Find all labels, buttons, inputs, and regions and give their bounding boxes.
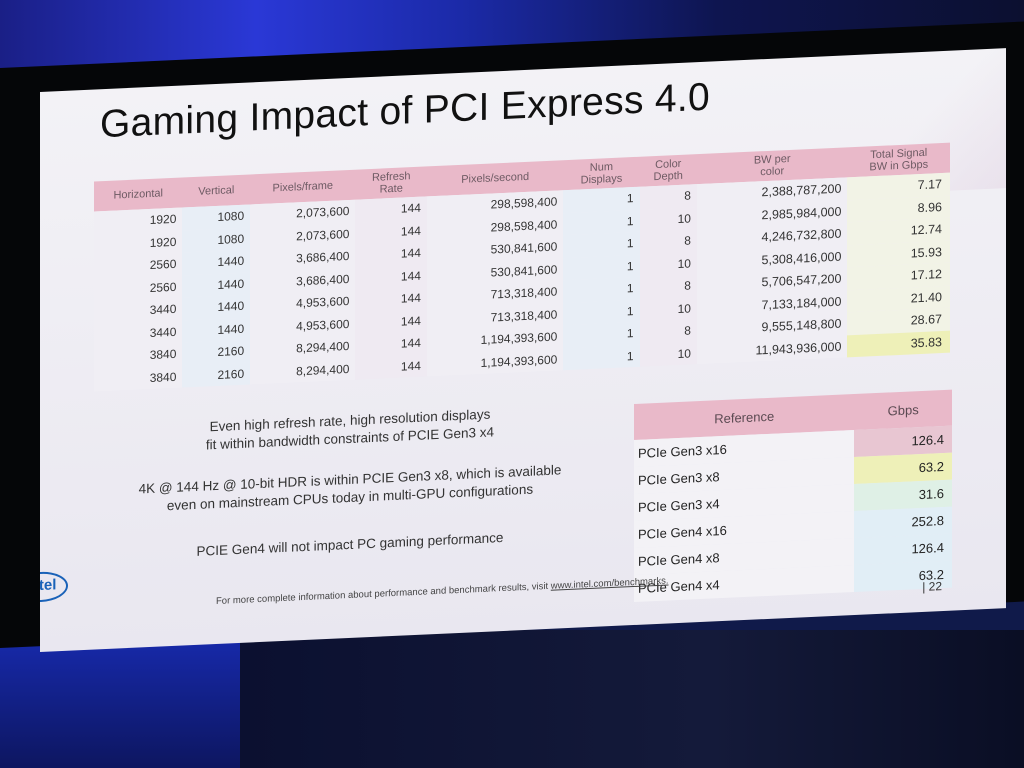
bandwidth-table: Horizontal Vertical Pixels/frame Refresh… (94, 142, 950, 392)
header-label: Depth (653, 169, 683, 184)
header-label: Displays (580, 172, 623, 187)
cell-color-depth: 10 (639, 251, 697, 277)
header-label: BW per (753, 152, 791, 167)
stage-backdrop-bottom (240, 630, 1024, 768)
cell-color-depth: 8 (639, 274, 697, 300)
bandwidth-table-body: 1920 1080 2,073,600 144 298,598,400 1 8 2,388,7… (94, 172, 950, 392)
presentation-slide: Gaming Impact of PCI Express 4.0 Horizon… (40, 48, 1006, 652)
header-label: Num (589, 160, 614, 175)
slide-title: Gaming Impact of PCI Express 4.0 (100, 75, 711, 147)
header-vertical: Vertical (182, 174, 251, 208)
header-label: Refresh (371, 170, 411, 184)
note-line: PCIE Gen4 will not impact PC gaming perf… (196, 529, 504, 559)
cell-color-depth: 10 (639, 206, 697, 232)
note-refresh-resolution: Even high refresh rate, high resolution … (90, 400, 610, 460)
cell-pixels-second: 1,194,393,600 (426, 347, 564, 377)
header-total-signal-bw: Total Signal BW in Gbps (847, 142, 950, 178)
cell-vertical: 1440 (182, 316, 251, 343)
header-gbps: Gbps (854, 389, 952, 431)
footnote: For more complete information about perf… (216, 575, 669, 607)
cell-vertical: 2160 (182, 361, 251, 388)
header-label: Horizontal (113, 187, 163, 202)
cell-vertical: 1440 (182, 294, 251, 321)
cell-vertical: 2160 (182, 339, 251, 366)
cell-color-depth: 8 (639, 319, 697, 345)
cell-horizontal: 3840 (94, 365, 183, 392)
cell-pixels-frame: 8,294,400 (250, 357, 356, 385)
cell-refresh-rate: 144 (355, 263, 427, 290)
header-horizontal: Horizontal (94, 177, 183, 212)
reference-table-body: PCIe Gen3 x16 126.4 PCIe Gen3 x8 63.2 PCIe G… (634, 425, 952, 603)
header-label: Rate (379, 182, 403, 196)
reference-table: Reference Gbps PCIe Gen3 x16 126.4 PCIe Ge… (634, 389, 952, 603)
header-refresh-rate: Refresh Rate (355, 166, 427, 200)
header-label: Pixels/second (461, 170, 530, 186)
header-label: Vertical (198, 184, 235, 198)
note-4k-hdr: 4K @ 144 Hz @ 10-bit HDR is within PCIE … (90, 459, 610, 519)
cell-vertical: 1440 (182, 271, 251, 298)
page-number: | 22 (922, 579, 942, 594)
cell-refresh-rate: 144 (355, 308, 427, 335)
cell-vertical: 1440 (182, 249, 251, 276)
cell-refresh-rate: 144 (355, 218, 427, 245)
footnote-text: For more complete information about perf… (216, 580, 551, 608)
cell-color-depth: 10 (639, 341, 697, 367)
intel-logo: intel (40, 570, 68, 604)
cell-refresh-rate: 144 (355, 286, 427, 313)
header-num-displays: Num Displays (563, 156, 640, 191)
cell-color-depth: 8 (639, 184, 697, 210)
header-label: BW in Gbps (869, 158, 929, 174)
header-color-depth: Color Depth (639, 154, 697, 187)
cell-refresh-rate: 144 (355, 196, 427, 223)
cell-vertical: 1080 (182, 226, 251, 253)
cell-total-bw: 35.83 (847, 330, 950, 358)
cell-color-depth: 10 (639, 296, 697, 322)
cell-color-depth: 8 (639, 229, 697, 255)
header-label: color (760, 165, 785, 179)
header-pixels-frame: Pixels/frame (250, 169, 356, 205)
header-label: Pixels/frame (272, 179, 334, 195)
cell-num-displays: 1 (563, 344, 640, 371)
note-gen4-impact: PCIE Gen4 will not impact PC gaming perf… (90, 524, 610, 566)
cell-refresh-rate: 144 (355, 331, 427, 358)
cell-vertical: 1080 (182, 204, 251, 231)
cell-refresh-rate: 144 (355, 353, 427, 380)
cell-refresh-rate: 144 (355, 241, 427, 268)
